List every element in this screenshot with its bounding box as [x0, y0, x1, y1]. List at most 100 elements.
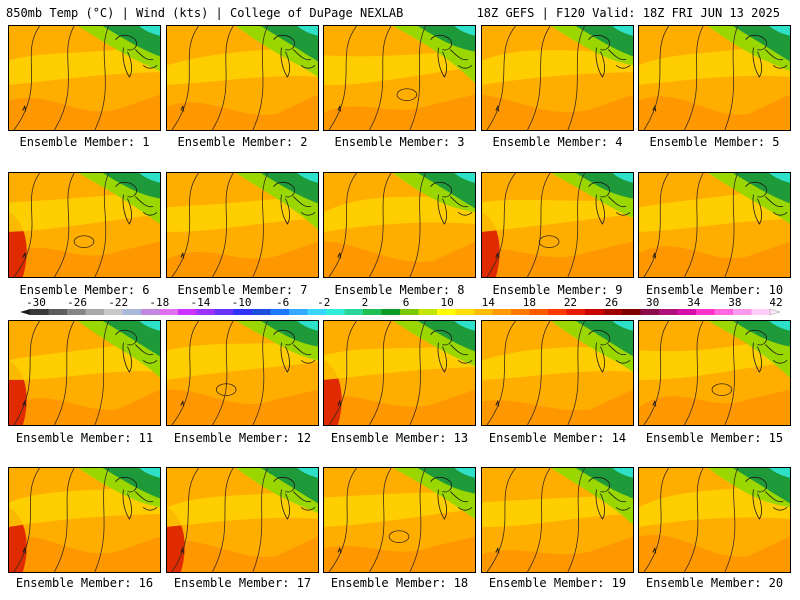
colorbar-tick-label: -18 [149, 296, 169, 309]
colorbar-tick-label: -2 [317, 296, 330, 309]
ensemble-member-label-7: Ensemble Member: 7 [177, 283, 308, 297]
colorbar-swatch [529, 309, 549, 315]
ensemble-member-map-9 [481, 172, 634, 278]
colorbar-tick-label: 26 [605, 296, 618, 309]
colorbar-swatch [511, 309, 530, 315]
colorbar-swatch [159, 309, 179, 315]
ensemble-member-label-4: Ensemble Member: 4 [492, 135, 623, 149]
colorbar-swatch [104, 309, 123, 315]
colorbar-swatch [363, 309, 382, 315]
colorbar-swatch [696, 309, 715, 315]
colorbar-swatch [122, 309, 142, 315]
ensemble-member-map-10 [638, 172, 791, 278]
ensemble-member-map-17 [166, 467, 319, 573]
colorbar-swatch [677, 309, 697, 315]
ensemble-member-label-10: Ensemble Member: 10 [645, 283, 784, 297]
colorbar-swatch [751, 309, 771, 315]
colorbar-tick-label: -22 [108, 296, 128, 309]
ensemble-member-label-16: Ensemble Member: 16 [15, 576, 154, 590]
colorbar-tick-label: 30 [646, 296, 659, 309]
colorbar-swatch [733, 309, 752, 315]
colorbar-swatch [548, 309, 567, 315]
ensemble-member-map-12 [166, 320, 319, 426]
colorbar-swatch [381, 309, 401, 315]
ensemble-member-map-8 [323, 172, 476, 278]
colorbar-swatch [178, 309, 197, 315]
colorbar-swatch [659, 309, 678, 315]
temperature-colorbar: -30 -26 -22 -18 -14 -10 -6 -2 2 6 10 14 18 22 26 30 34 38… [20, 296, 783, 316]
ensemble-member-map-6 [8, 172, 161, 278]
colorbar-tick-label: 34 [687, 296, 701, 309]
colorbar-swatch [326, 309, 345, 315]
ensemble-member-map-15 [638, 320, 791, 426]
colorbar-swatch [492, 309, 512, 315]
ensemble-member-map-11 [8, 320, 161, 426]
colorbar-swatch [603, 309, 623, 315]
ensemble-member-label-1: Ensemble Member: 1 [19, 135, 150, 149]
ensemble-member-map-14 [481, 320, 634, 426]
ensemble-member-map-18 [323, 467, 476, 573]
colorbar-tick-label: 10 [440, 296, 453, 309]
colorbar-swatch [474, 309, 493, 315]
ensemble-member-map-5 [638, 25, 791, 131]
colorbar-swatch [622, 309, 641, 315]
ensemble-member-label-17: Ensemble Member: 17 [173, 576, 312, 590]
ensemble-member-label-20: Ensemble Member: 20 [645, 576, 784, 590]
ensemble-member-label-2: Ensemble Member: 2 [177, 135, 308, 149]
colorbar-tick-label: 18 [523, 296, 536, 309]
ensemble-member-map-16 [8, 467, 161, 573]
colorbar-swatch [585, 309, 604, 315]
map-title-left: 850mb Temp (°C) | Wind (kts) | College o… [6, 6, 404, 20]
ensemble-member-map-19 [481, 467, 634, 573]
ensemble-member-label-3: Ensemble Member: 3 [334, 135, 465, 149]
colorbar-swatch [196, 309, 216, 315]
colorbar-tick-label: -10 [232, 296, 252, 309]
ensemble-member-label-18: Ensemble Member: 18 [330, 576, 469, 590]
colorbar-tick-label: 38 [728, 296, 741, 309]
colorbar-swatch [437, 309, 456, 315]
ensemble-member-map-20 [638, 467, 791, 573]
colorbar-tick-label: 22 [564, 296, 577, 309]
colorbar-swatch [215, 309, 234, 315]
colorbar-swatch [270, 309, 290, 315]
ensemble-member-map-7 [166, 172, 319, 278]
colorbar-swatch [400, 309, 419, 315]
colorbar-swatch [640, 309, 660, 315]
colorbar-tick-label: -26 [67, 296, 87, 309]
ensemble-member-label-11: Ensemble Member: 11 [15, 431, 154, 445]
colorbar-swatch [714, 309, 734, 315]
colorbar-swatch [252, 309, 271, 315]
colorbar-swatch [30, 309, 49, 315]
ensemble-member-map-1 [8, 25, 161, 131]
colorbar-tick-label: 42 [769, 296, 782, 309]
ensemble-member-label-6: Ensemble Member: 6 [19, 283, 150, 297]
colorbar-swatch [307, 309, 327, 315]
colorbar-swatch [566, 309, 586, 315]
colorbar-tick-label: 14 [482, 296, 496, 309]
ensemble-member-map-3 [323, 25, 476, 131]
ensemble-member-label-19: Ensemble Member: 19 [488, 576, 627, 590]
map-title-right: 18Z GEFS | F120 Valid: 18Z FRI JUN 13 20… [476, 6, 780, 20]
colorbar-swatch [344, 309, 364, 315]
ensemble-member-label-13: Ensemble Member: 13 [330, 431, 469, 445]
colorbar-tick-label: -30 [26, 296, 46, 309]
ensemble-member-label-14: Ensemble Member: 14 [488, 431, 627, 445]
ensemble-member-label-5: Ensemble Member: 5 [649, 135, 780, 149]
ensemble-member-map-4 [481, 25, 634, 131]
colorbar-tick-label: -6 [276, 296, 289, 309]
colorbar-swatch [48, 309, 68, 315]
colorbar-swatch [455, 309, 475, 315]
ensemble-member-label-12: Ensemble Member: 12 [173, 431, 312, 445]
ensemble-member-map-2 [166, 25, 319, 131]
colorbar-tick-label: 2 [362, 296, 369, 309]
colorbar-tick-label: -14 [191, 296, 211, 309]
ensemble-member-label-15: Ensemble Member: 15 [645, 431, 784, 445]
colorbar-swatch [141, 309, 160, 315]
ensemble-member-label-8: Ensemble Member: 8 [334, 283, 465, 297]
ensemble-member-label-9: Ensemble Member: 9 [492, 283, 623, 297]
colorbar-swatch [418, 309, 438, 315]
colorbar-tick-label: 6 [403, 296, 410, 309]
colorbar-swatch [233, 309, 253, 315]
colorbar-swatch [85, 309, 105, 315]
colorbar-swatch [289, 309, 308, 315]
